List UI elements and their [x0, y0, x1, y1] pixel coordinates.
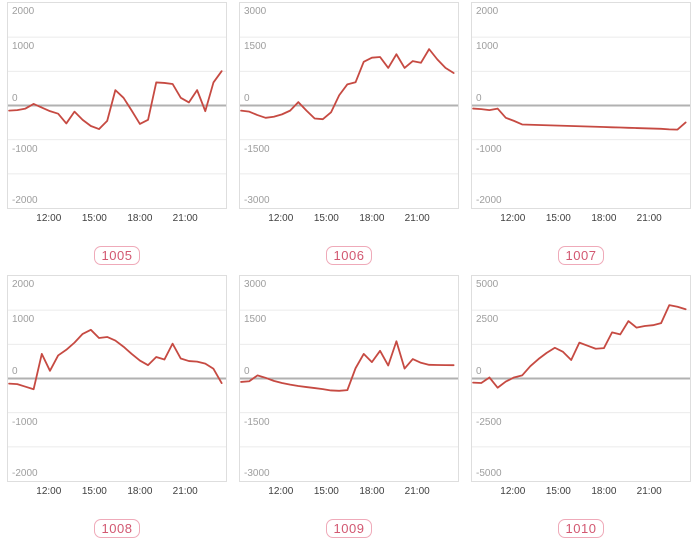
x-axis-tick-label: 15:00	[545, 486, 571, 497]
line-chart-plot: 3000 1500 0 -1500 -3000	[239, 2, 459, 209]
x-axis-tick-label: 18:00	[127, 213, 153, 224]
chart-card-1007: 2000 1000 0 -1000 -2000 12:00 15:00 18:00 21:00…	[471, 2, 691, 275]
y-axis-tick-label: -1000	[12, 416, 38, 428]
y-axis-tick-label: -1000	[12, 143, 38, 155]
machine-number-badge[interactable]: 1006	[325, 245, 373, 265]
badge-row: 1005	[7, 245, 227, 265]
x-axis-tick-label: 12:00	[268, 486, 294, 497]
chart-card-1005: 2000 1000 0 -1000 -2000 12:00 15:00 18:00 21:00…	[7, 2, 227, 275]
x-axis-tick-label: 21:00	[636, 213, 662, 224]
x-axis-tick-label: 12:00	[268, 213, 294, 224]
y-axis-tick-label: 5000	[476, 279, 499, 290]
x-axis-tick-label: 21:00	[404, 486, 430, 497]
y-axis-tick-label: 0	[12, 365, 18, 377]
x-axis-tick-label: 12:00	[500, 486, 526, 497]
y-axis-tick-label: -5000	[476, 468, 502, 479]
data-series-line	[473, 305, 686, 388]
y-axis-tick-label: 1000	[476, 41, 499, 53]
y-axis-tick-label: -1500	[244, 143, 270, 155]
badge-row: 1008	[7, 518, 227, 538]
x-axis-tick-label: 15:00	[313, 213, 339, 224]
y-axis-tick-label: 2000	[12, 6, 35, 17]
chart-card-1006: 3000 1500 0 -1500 -3000 12:00 15:00 18:00 21:00…	[239, 2, 459, 275]
line-chart-plot: 2000 1000 0 -1000 -2000	[471, 2, 691, 209]
x-axis-tick-label: 12:00	[36, 486, 62, 497]
x-axis-tick-label: 12:00	[36, 213, 62, 224]
y-axis-tick-label: 0	[244, 92, 250, 104]
y-axis-tick-label: 0	[476, 365, 482, 377]
y-axis-tick-label: 3000	[244, 279, 267, 290]
badge-row: 1007	[471, 245, 691, 265]
chart-card-1009: 3000 1500 0 -1500 -3000 12:00 15:00 18:00 21:00…	[239, 275, 459, 546]
x-axis-tick-label: 21:00	[636, 486, 662, 497]
machine-number-badge[interactable]: 1008	[93, 518, 141, 538]
chart-line-svg	[472, 3, 690, 208]
x-axis-tick-label: 21:00	[404, 213, 430, 224]
y-axis-tick-label: 1000	[12, 41, 35, 53]
x-axis-tick-label: 21:00	[172, 486, 198, 497]
x-axis-tick-label: 18:00	[359, 213, 385, 224]
y-axis-tick-label: 2000	[476, 6, 499, 17]
badge-row: 1010	[471, 518, 691, 538]
x-axis-tick-label: 18:00	[359, 486, 385, 497]
x-axis-labels: 12:00 15:00 18:00 21:00	[471, 486, 691, 499]
line-chart-plot: 2000 1000 0 -1000 -2000	[7, 2, 227, 209]
badge-row: 1009	[239, 518, 459, 538]
x-axis-labels: 12:00 15:00 18:00 21:00	[7, 213, 227, 226]
y-axis-tick-label: 0	[244, 365, 250, 377]
machine-number-badge[interactable]: 1010	[557, 518, 605, 538]
data-series-line	[241, 341, 454, 391]
chart-line-svg	[8, 3, 226, 208]
chart-line-svg	[240, 3, 458, 208]
x-axis-labels: 12:00 15:00 18:00 21:00	[7, 486, 227, 499]
y-axis-tick-label: 0	[476, 92, 482, 104]
x-axis-tick-label: 18:00	[591, 213, 617, 224]
x-axis-tick-label: 18:00	[591, 486, 617, 497]
data-series-line	[9, 330, 222, 389]
y-axis-tick-label: 2000	[12, 279, 35, 290]
data-series-line	[9, 71, 222, 129]
y-axis-tick-label: 0	[12, 92, 18, 104]
x-axis-tick-label: 15:00	[81, 486, 107, 497]
y-axis-tick-label: 3000	[244, 6, 267, 17]
y-axis-tick-label: -2000	[12, 195, 38, 206]
y-axis-tick-label: 1000	[12, 314, 35, 326]
machine-number-badge[interactable]: 1007	[557, 245, 605, 265]
machine-number-badge[interactable]: 1005	[93, 245, 141, 265]
y-axis-tick-label: 2500	[476, 314, 499, 326]
x-axis-tick-label: 15:00	[545, 213, 571, 224]
x-axis-tick-label: 12:00	[500, 213, 526, 224]
line-chart-plot: 2000 1000 0 -1000 -2000	[7, 275, 227, 482]
x-axis-tick-label: 15:00	[81, 213, 107, 224]
y-axis-tick-label: -2500	[476, 416, 502, 428]
chart-line-svg	[240, 276, 458, 481]
line-chart-plot: 5000 2500 0 -2500 -5000	[471, 275, 691, 482]
data-series-line	[473, 109, 686, 130]
chart-line-svg	[472, 276, 690, 481]
data-series-line	[241, 49, 454, 119]
badge-row: 1006	[239, 245, 459, 265]
chart-card-1010: 5000 2500 0 -2500 -5000 12:00 15:00 18:00 21:00…	[471, 275, 691, 546]
chart-line-svg	[8, 276, 226, 481]
chart-card-1008: 2000 1000 0 -1000 -2000 12:00 15:00 18:00 21:00…	[7, 275, 227, 546]
x-axis-labels: 12:00 15:00 18:00 21:00	[471, 213, 691, 226]
y-axis-tick-label: -3000	[244, 468, 270, 479]
y-axis-tick-label: -1500	[244, 416, 270, 428]
x-axis-tick-label: 15:00	[313, 486, 339, 497]
y-axis-tick-label: -2000	[12, 468, 38, 479]
y-axis-tick-label: -3000	[244, 195, 270, 206]
y-axis-tick-label: 1500	[244, 314, 267, 326]
y-axis-tick-label: 1500	[244, 41, 267, 53]
machine-number-badge[interactable]: 1009	[325, 518, 373, 538]
y-axis-tick-label: -2000	[476, 195, 502, 206]
y-axis-tick-label: -1000	[476, 143, 502, 155]
x-axis-tick-label: 21:00	[172, 213, 198, 224]
x-axis-tick-label: 18:00	[127, 486, 153, 497]
line-chart-plot: 3000 1500 0 -1500 -3000	[239, 275, 459, 482]
x-axis-labels: 12:00 15:00 18:00 21:00	[239, 213, 459, 226]
x-axis-labels: 12:00 15:00 18:00 21:00	[239, 486, 459, 499]
